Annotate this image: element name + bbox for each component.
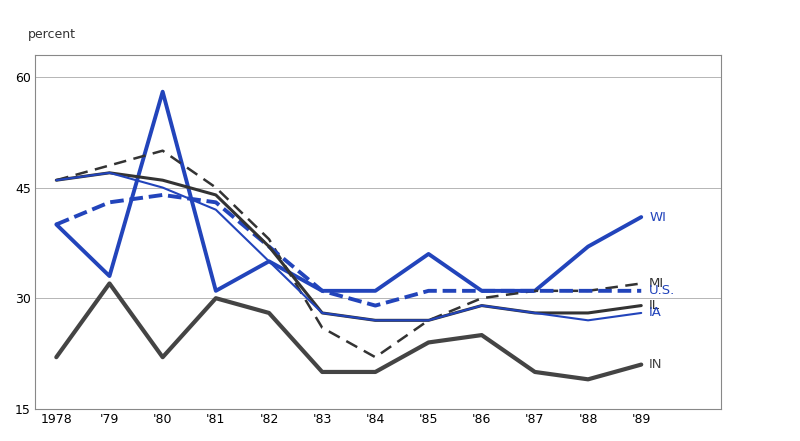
Text: U.S.: U.S.	[650, 284, 675, 297]
Text: percent: percent	[28, 28, 76, 41]
Text: WI: WI	[650, 210, 666, 224]
Text: MI: MI	[650, 277, 664, 290]
Text: IN: IN	[650, 358, 662, 371]
Text: IA: IA	[650, 306, 662, 319]
Text: IL: IL	[650, 299, 660, 312]
